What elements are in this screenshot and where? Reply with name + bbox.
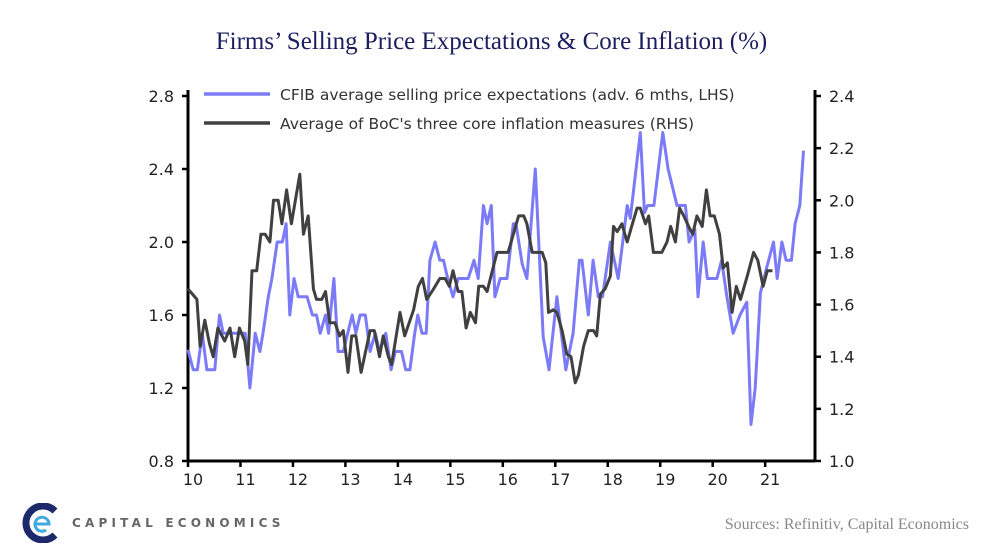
x-tick-label: 16 bbox=[498, 470, 518, 489]
right-tick-label: 2.4 bbox=[829, 87, 854, 106]
x-tick-label: 19 bbox=[655, 470, 675, 489]
x-tick-label: 15 bbox=[445, 470, 465, 489]
left-tick-label: 2.0 bbox=[149, 233, 174, 252]
x-tick-label: 18 bbox=[603, 470, 623, 489]
series-line-cfib bbox=[186, 131, 805, 426]
capital-economics-logo: CAPITAL ECONOMICS bbox=[22, 503, 285, 543]
x-tick-label: 13 bbox=[340, 470, 360, 489]
right-tick-label: 1.0 bbox=[829, 452, 854, 471]
chart-title: Firms’ Selling Price Expectations & Core… bbox=[215, 28, 768, 55]
left-tick-label: 2.4 bbox=[149, 160, 174, 179]
left-tick-label: 1.2 bbox=[149, 379, 174, 398]
left-tick-label: 0.8 bbox=[149, 452, 174, 471]
x-tick-label: 14 bbox=[393, 470, 413, 489]
series-line-boc-core bbox=[186, 172, 773, 385]
x-tick-label: 12 bbox=[288, 470, 308, 489]
x-tick-label: 20 bbox=[708, 470, 728, 489]
right-tick-label: 1.2 bbox=[829, 400, 854, 419]
legend-label: Average of BoC's three core inflation me… bbox=[280, 115, 694, 133]
logo-text: CAPITAL ECONOMICS bbox=[72, 516, 285, 530]
right-tick-label: 1.4 bbox=[829, 348, 854, 367]
source-note: Sources: Refinitiv, Capital Economics bbox=[724, 516, 969, 533]
right-tick-label: 2.0 bbox=[829, 191, 854, 210]
x-tick-label: 10 bbox=[183, 470, 203, 489]
x-tick-label: 17 bbox=[550, 470, 570, 489]
x-tick-label: 11 bbox=[235, 470, 255, 489]
right-tick-label: 2.2 bbox=[829, 139, 854, 158]
x-tick-label: 21 bbox=[760, 470, 780, 489]
left-tick-label: 1.6 bbox=[149, 306, 174, 325]
ce-logo-icon bbox=[22, 503, 58, 543]
right-tick-label: 1.8 bbox=[829, 243, 854, 262]
left-tick-label: 2.8 bbox=[149, 87, 174, 106]
right-tick-label: 1.6 bbox=[829, 296, 854, 315]
legend-label: CFIB average selling price expectations … bbox=[280, 86, 735, 104]
